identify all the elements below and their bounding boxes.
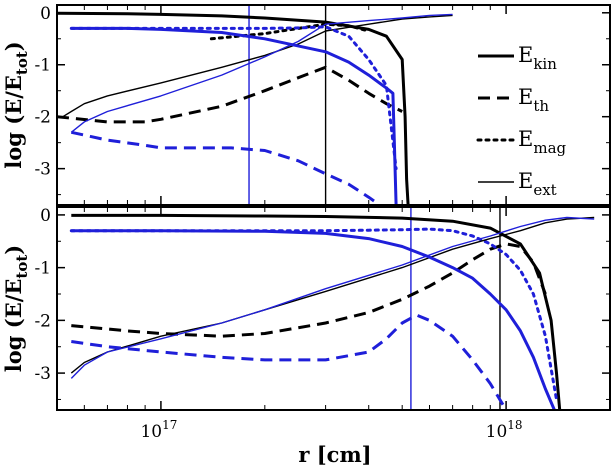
x-axis-label: r [cm] xyxy=(298,442,371,467)
y-axis-label: log (E/Etot) xyxy=(1,245,31,372)
bottom-panel: 0 -1 -2 -3 1017 1018 log (E/Etot) xyxy=(1,206,611,442)
plot-area xyxy=(57,5,453,205)
plot-area xyxy=(69,207,595,410)
x-tick-label: 1018 xyxy=(486,418,523,442)
panel-frame xyxy=(56,206,611,411)
y-tick-label: 0 xyxy=(40,206,51,226)
y-tick-label: -3 xyxy=(34,160,51,180)
legend-label-mag: Emag xyxy=(518,127,567,157)
y-tick-label: -2 xyxy=(34,311,51,331)
x-tick-label: 1017 xyxy=(140,418,177,442)
series-dashed-black xyxy=(57,65,403,124)
legend-label-ext: Eext xyxy=(518,169,557,199)
series-dashed-blue xyxy=(70,130,381,205)
legend-label-kin: Ekin xyxy=(518,43,557,73)
series-solid-thin-blue xyxy=(70,13,453,133)
series-dotted-blue xyxy=(69,25,398,171)
y-tick-label: -2 xyxy=(34,108,51,128)
series-dotted-blue xyxy=(69,227,558,401)
y-tick-label: -3 xyxy=(34,364,51,384)
y-axis-label: log (E/Etot) xyxy=(1,41,31,168)
series-solid-thick-blue xyxy=(71,26,398,205)
series-dashed-blue xyxy=(71,313,508,410)
legend-label-th: Eth xyxy=(518,85,549,115)
series-solid-thick-black xyxy=(71,213,562,410)
y-tick-label: 0 xyxy=(40,4,51,24)
series-dashed-black xyxy=(71,242,547,338)
y-tick-label: -1 xyxy=(34,56,51,76)
y-tick-label: -1 xyxy=(34,259,51,279)
series-solid-thin-blue xyxy=(70,216,595,379)
series-solid-thick-blue xyxy=(71,229,556,410)
series-dotted-black xyxy=(209,22,371,41)
legend: Ekin Eth Emag Eext xyxy=(476,43,567,199)
panel-frame xyxy=(56,4,611,206)
